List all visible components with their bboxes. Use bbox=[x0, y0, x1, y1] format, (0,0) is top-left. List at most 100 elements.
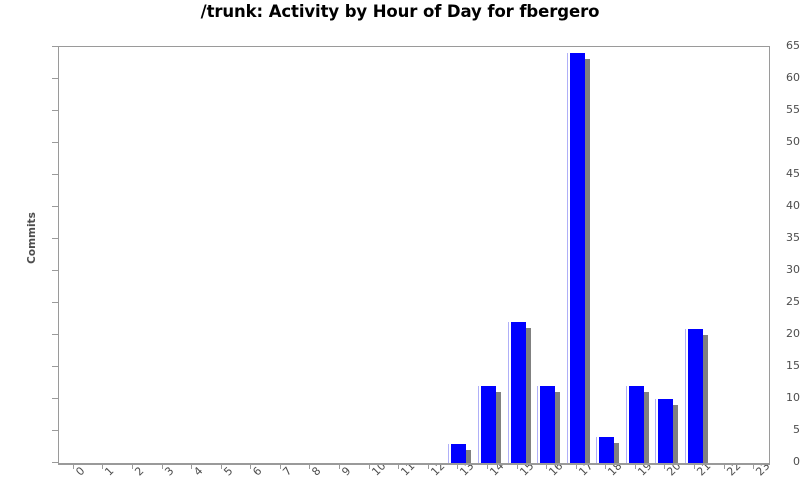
y-tick-mark bbox=[52, 142, 58, 143]
bar-body bbox=[481, 386, 496, 463]
y-tick-mark bbox=[52, 46, 58, 47]
bar[interactable] bbox=[537, 386, 560, 463]
x-tick-mark bbox=[221, 463, 222, 469]
bar-shadow bbox=[526, 328, 531, 463]
bar-body bbox=[511, 322, 526, 463]
y-tick-label: 15 bbox=[786, 359, 800, 372]
bar[interactable] bbox=[478, 386, 501, 463]
bar-highlight bbox=[656, 399, 658, 463]
x-tick-mark bbox=[753, 463, 754, 469]
y-tick-mark bbox=[52, 430, 58, 431]
bar-body bbox=[451, 444, 466, 463]
x-tick-label: 1 bbox=[102, 464, 117, 479]
x-tick-mark bbox=[724, 463, 725, 469]
axis-baseline bbox=[58, 464, 770, 465]
bar[interactable] bbox=[508, 322, 531, 463]
y-tick-label: 40 bbox=[786, 199, 800, 212]
y-tick-label: 60 bbox=[786, 71, 800, 84]
bar-highlight bbox=[597, 437, 599, 463]
chart-title: /trunk: Activity by Hour of Day for fber… bbox=[200, 2, 600, 21]
bar-shadow bbox=[703, 335, 708, 463]
bar-body bbox=[629, 386, 644, 463]
x-tick-label: 9 bbox=[339, 464, 354, 479]
bar-edge-highlight bbox=[685, 329, 686, 463]
y-tick-label: 10 bbox=[786, 391, 800, 404]
bar-highlight bbox=[686, 329, 688, 463]
x-tick-label: 8 bbox=[309, 464, 324, 479]
bar[interactable] bbox=[685, 329, 708, 463]
bar-body bbox=[570, 53, 585, 463]
x-tick-label: 4 bbox=[191, 464, 206, 479]
bar-body bbox=[688, 329, 703, 463]
x-tick-mark bbox=[635, 463, 636, 469]
x-tick-mark bbox=[162, 463, 163, 469]
y-tick-mark bbox=[52, 462, 58, 463]
y-tick-mark bbox=[52, 398, 58, 399]
bar[interactable] bbox=[655, 399, 678, 463]
y-tick-label: 20 bbox=[786, 327, 800, 340]
y-tick-label: 0 bbox=[793, 455, 800, 468]
bar-body bbox=[599, 437, 614, 463]
bar-shadow bbox=[585, 59, 590, 463]
x-tick-label: 2 bbox=[132, 464, 147, 479]
bar-body bbox=[658, 399, 673, 463]
x-tick-mark bbox=[102, 463, 103, 469]
x-tick-mark bbox=[250, 463, 251, 469]
bar-shadow bbox=[466, 450, 471, 463]
x-tick-label: 7 bbox=[280, 464, 295, 479]
bar[interactable] bbox=[626, 386, 649, 463]
bar-highlight bbox=[509, 322, 511, 463]
x-tick-mark bbox=[576, 463, 577, 469]
bar[interactable] bbox=[448, 444, 471, 463]
y-tick-label: 5 bbox=[793, 423, 800, 436]
x-tick-mark bbox=[309, 463, 310, 469]
x-tick-mark bbox=[664, 463, 665, 469]
y-tick-mark bbox=[52, 366, 58, 367]
x-tick-label: 6 bbox=[250, 464, 265, 479]
y-tick-mark bbox=[52, 334, 58, 335]
y-tick-label: 65 bbox=[786, 39, 800, 52]
y-axis-title: Commits bbox=[26, 212, 38, 264]
bar-shadow bbox=[496, 392, 501, 463]
bar-shadow bbox=[673, 405, 678, 463]
x-tick-mark bbox=[132, 463, 133, 469]
y-tick-mark bbox=[52, 206, 58, 207]
bar-highlight bbox=[627, 386, 629, 463]
bar[interactable] bbox=[596, 437, 619, 463]
y-tick-mark bbox=[52, 110, 58, 111]
bar-edge-highlight bbox=[655, 399, 656, 463]
x-tick-mark bbox=[457, 463, 458, 469]
y-tick-label: 55 bbox=[786, 103, 800, 116]
bar-edge-highlight bbox=[448, 444, 449, 463]
x-tick-mark bbox=[191, 463, 192, 469]
bar[interactable] bbox=[567, 53, 590, 463]
x-tick-mark bbox=[339, 463, 340, 469]
y-tick-label: 45 bbox=[786, 167, 800, 180]
y-tick-mark bbox=[52, 270, 58, 271]
bar-edge-highlight bbox=[478, 386, 479, 463]
y-tick-label: 25 bbox=[786, 295, 800, 308]
bar-edge-highlight bbox=[508, 322, 509, 463]
x-tick-label: 5 bbox=[220, 464, 236, 479]
x-tick-label: 3 bbox=[161, 464, 176, 479]
x-tick-mark bbox=[487, 463, 488, 469]
bar-highlight bbox=[479, 386, 481, 463]
bar-highlight bbox=[538, 386, 540, 463]
y-tick-label: 50 bbox=[786, 135, 800, 148]
bar-edge-highlight bbox=[596, 437, 597, 463]
y-tick-mark bbox=[52, 78, 58, 79]
bar-highlight bbox=[568, 53, 570, 463]
x-tick-mark bbox=[517, 463, 518, 469]
bar-edge-highlight bbox=[537, 386, 538, 463]
bar-edge-highlight bbox=[567, 53, 568, 463]
x-tick-mark bbox=[605, 463, 606, 469]
bar-highlight bbox=[449, 444, 451, 463]
y-tick-mark bbox=[52, 238, 58, 239]
x-tick-mark bbox=[280, 463, 281, 469]
x-tick-mark bbox=[546, 463, 547, 469]
x-tick-mark bbox=[694, 463, 695, 469]
y-tick-label: 30 bbox=[786, 263, 800, 276]
x-tick-mark bbox=[369, 463, 370, 469]
y-tick-mark bbox=[52, 302, 58, 303]
